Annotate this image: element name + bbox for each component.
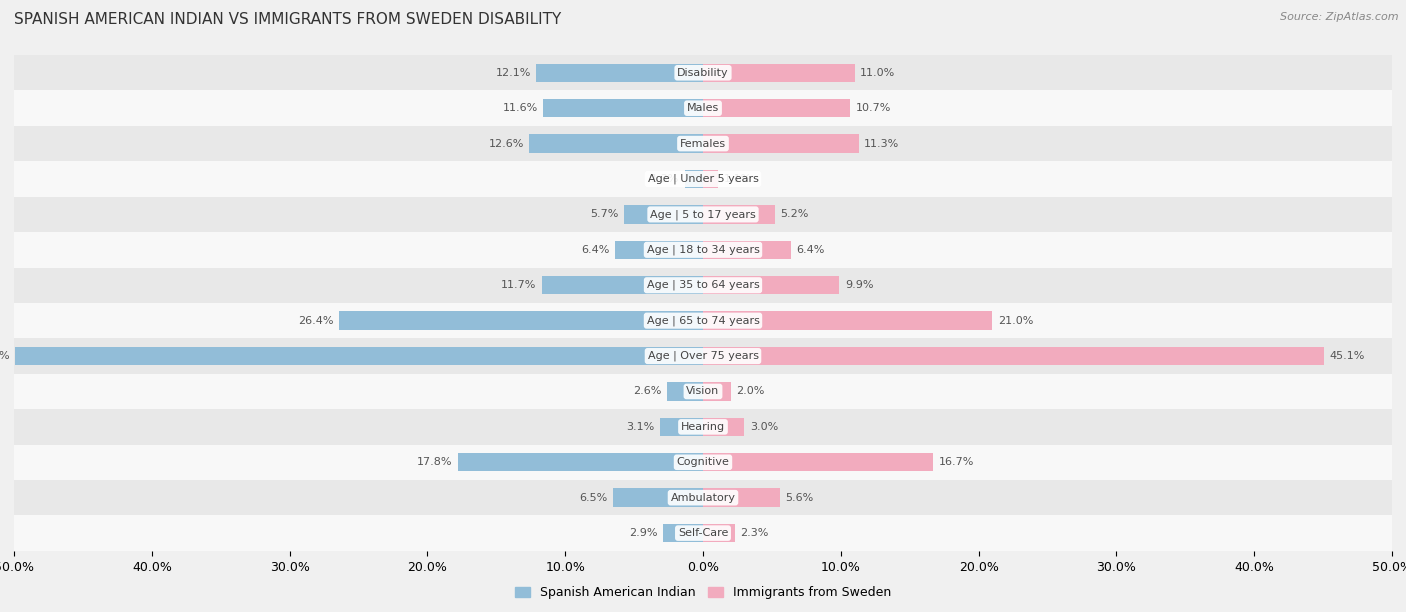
Bar: [703, 170, 718, 188]
Text: Age | 35 to 64 years: Age | 35 to 64 years: [647, 280, 759, 291]
Text: 16.7%: 16.7%: [939, 457, 974, 468]
Bar: [14, 374, 1392, 409]
Text: 2.3%: 2.3%: [740, 528, 769, 538]
Text: Cognitive: Cognitive: [676, 457, 730, 468]
Text: 12.1%: 12.1%: [495, 68, 531, 78]
Bar: [614, 241, 703, 259]
Bar: [14, 162, 1392, 196]
Bar: [703, 99, 851, 118]
Text: 1.1%: 1.1%: [724, 174, 752, 184]
Bar: [536, 64, 703, 82]
Text: 2.6%: 2.6%: [633, 386, 662, 397]
Text: Age | Over 75 years: Age | Over 75 years: [648, 351, 758, 361]
Bar: [14, 480, 1392, 515]
Text: 5.2%: 5.2%: [780, 209, 808, 220]
Bar: [703, 276, 839, 294]
Text: Age | 18 to 34 years: Age | 18 to 34 years: [647, 245, 759, 255]
Bar: [14, 338, 1392, 374]
Bar: [14, 444, 1392, 480]
Text: 2.9%: 2.9%: [628, 528, 658, 538]
Bar: [14, 91, 1392, 126]
Text: 11.6%: 11.6%: [502, 103, 537, 113]
Text: Hearing: Hearing: [681, 422, 725, 432]
Text: Disability: Disability: [678, 68, 728, 78]
Text: 12.6%: 12.6%: [488, 138, 524, 149]
Legend: Spanish American Indian, Immigrants from Sweden: Spanish American Indian, Immigrants from…: [510, 581, 896, 604]
Bar: [14, 55, 1392, 91]
Text: Females: Females: [681, 138, 725, 149]
Bar: [703, 453, 934, 471]
Text: 5.7%: 5.7%: [591, 209, 619, 220]
Bar: [624, 205, 703, 223]
Text: 6.4%: 6.4%: [797, 245, 825, 255]
Bar: [703, 312, 993, 330]
Bar: [703, 417, 744, 436]
Text: 2.0%: 2.0%: [737, 386, 765, 397]
Text: 6.4%: 6.4%: [581, 245, 609, 255]
Bar: [14, 409, 1392, 444]
Bar: [703, 64, 855, 82]
Text: Self-Care: Self-Care: [678, 528, 728, 538]
Bar: [661, 417, 703, 436]
Text: 6.5%: 6.5%: [579, 493, 607, 502]
Bar: [541, 276, 703, 294]
Text: 11.3%: 11.3%: [865, 138, 900, 149]
Text: 11.7%: 11.7%: [501, 280, 536, 290]
Bar: [339, 312, 703, 330]
Bar: [14, 196, 1392, 232]
Bar: [14, 267, 1392, 303]
Bar: [703, 347, 1324, 365]
Text: 3.0%: 3.0%: [749, 422, 778, 432]
Text: Age | 65 to 74 years: Age | 65 to 74 years: [647, 315, 759, 326]
Text: SPANISH AMERICAN INDIAN VS IMMIGRANTS FROM SWEDEN DISABILITY: SPANISH AMERICAN INDIAN VS IMMIGRANTS FR…: [14, 12, 561, 28]
Text: 3.1%: 3.1%: [627, 422, 655, 432]
Bar: [685, 170, 703, 188]
Bar: [668, 382, 703, 401]
Bar: [14, 232, 1392, 267]
Bar: [14, 126, 1392, 162]
Text: 11.0%: 11.0%: [860, 68, 896, 78]
Bar: [530, 135, 703, 153]
Bar: [613, 488, 703, 507]
Bar: [15, 347, 703, 365]
Bar: [703, 241, 792, 259]
Bar: [458, 453, 703, 471]
Text: Age | 5 to 17 years: Age | 5 to 17 years: [650, 209, 756, 220]
Text: Vision: Vision: [686, 386, 720, 397]
Text: 49.9%: 49.9%: [0, 351, 10, 361]
Text: Males: Males: [688, 103, 718, 113]
Bar: [703, 488, 780, 507]
Text: 1.3%: 1.3%: [651, 174, 679, 184]
Bar: [14, 515, 1392, 551]
Bar: [703, 524, 735, 542]
Bar: [703, 382, 731, 401]
Bar: [664, 524, 703, 542]
Text: 45.1%: 45.1%: [1330, 351, 1365, 361]
Text: 5.6%: 5.6%: [786, 493, 814, 502]
Text: 17.8%: 17.8%: [416, 457, 453, 468]
Bar: [703, 135, 859, 153]
Text: 10.7%: 10.7%: [856, 103, 891, 113]
Text: Ambulatory: Ambulatory: [671, 493, 735, 502]
Text: Source: ZipAtlas.com: Source: ZipAtlas.com: [1281, 12, 1399, 22]
Bar: [543, 99, 703, 118]
Text: 26.4%: 26.4%: [298, 316, 333, 326]
Text: 21.0%: 21.0%: [998, 316, 1033, 326]
Bar: [14, 303, 1392, 338]
Text: 9.9%: 9.9%: [845, 280, 873, 290]
Text: Age | Under 5 years: Age | Under 5 years: [648, 174, 758, 184]
Bar: [703, 205, 775, 223]
